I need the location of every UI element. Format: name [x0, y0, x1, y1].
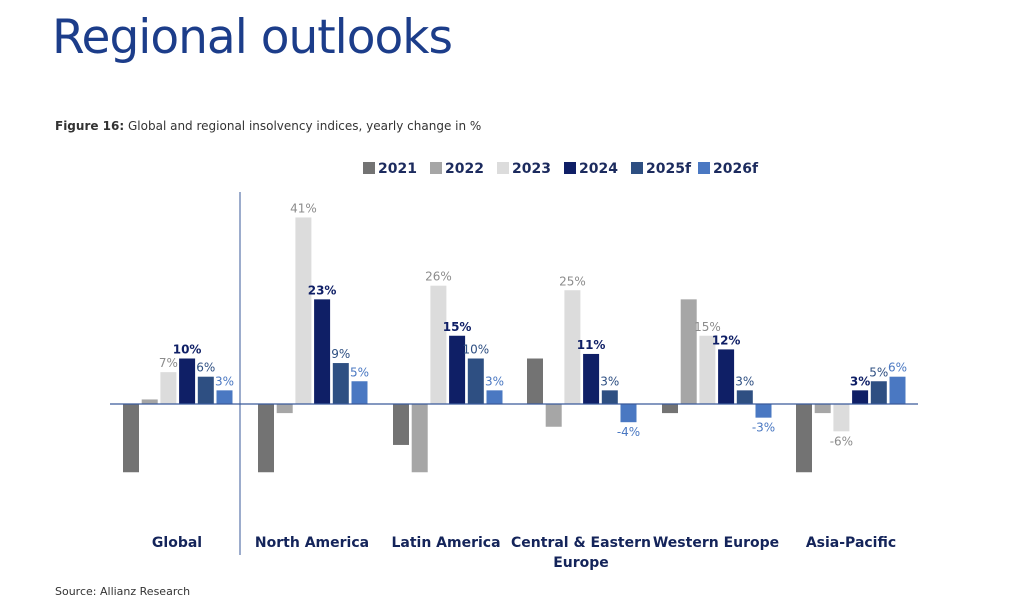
- data-label-2023-1: 41%: [290, 201, 317, 215]
- bar-2022-5: [814, 404, 831, 414]
- data-label-2026f-4: -3%: [752, 421, 775, 435]
- bar-2026f-1: [351, 381, 368, 404]
- chart-data-labels: 7%41%26% 25%15%-6%10%23%15%11% 12%3%6%9% 10…: [159, 201, 907, 448]
- data-label-2024-3: 11%: [577, 338, 606, 352]
- bar-2021-5: [796, 404, 812, 473]
- category-label-3-line1: Europe: [553, 555, 609, 571]
- data-label-2025f-5: 5%: [869, 365, 888, 379]
- data-label-2023-3: 25%: [559, 274, 586, 288]
- bar-2022-1: [276, 404, 293, 414]
- figure-caption-text: Global and regional insolvency indices, …: [124, 119, 482, 133]
- bar-2022-0: [141, 399, 158, 404]
- bar-2025f-4: [736, 390, 753, 404]
- data-label-2026f-0: 3%: [215, 374, 234, 388]
- data-label-2024-0: 10%: [173, 343, 202, 357]
- legend-swatch-2022: [430, 162, 442, 174]
- bar-2025f-3: [601, 390, 618, 404]
- legend-swatch-2026f: [698, 162, 710, 174]
- data-label-2024-1: 23%: [308, 283, 337, 297]
- bar-2024-1: [314, 299, 331, 404]
- bar-2026f-2: [486, 390, 503, 404]
- data-label-2026f-1: 5%: [350, 365, 369, 379]
- bar-2022-2: [411, 404, 428, 473]
- chart-category-labels: Global North America Latin America Central …: [152, 535, 896, 571]
- figure-caption: Figure 16: Global and regional insolvenc…: [55, 119, 481, 133]
- bar-2021-0: [123, 404, 139, 473]
- bar-2023-4: [699, 335, 716, 404]
- data-label-2025f-3: 3%: [600, 374, 619, 388]
- chart-bars: [123, 217, 906, 473]
- legend-swatch-2023: [497, 162, 509, 174]
- bar-2025f-0: [197, 376, 214, 404]
- data-label-2024-4: 12%: [712, 333, 741, 347]
- legend-swatch-2024: [564, 162, 576, 174]
- bar-2024-2: [449, 335, 466, 404]
- category-label-5: Asia-Pacific: [806, 535, 896, 551]
- bar-2026f-3: [620, 404, 637, 423]
- category-label-1: North America: [255, 535, 369, 551]
- data-label-2026f-5: 6%: [888, 361, 907, 375]
- bar-2025f-5: [870, 381, 887, 404]
- data-label-2025f-1: 9%: [331, 347, 350, 361]
- bar-2023-2: [430, 285, 447, 404]
- bar-2021-1: [258, 404, 274, 473]
- data-label-2023-2: 26%: [425, 270, 452, 284]
- source-note: Source: Allianz Research: [55, 585, 191, 598]
- data-label-2023-0: 7%: [159, 356, 178, 370]
- data-label-2023-4: 15%: [694, 320, 721, 334]
- data-label-2025f-0: 6%: [196, 361, 215, 375]
- bar-2023-3: [564, 290, 581, 404]
- category-label-2: Latin America: [391, 535, 500, 551]
- data-label-2025f-4: 3%: [735, 374, 754, 388]
- bar-2021-4: [662, 404, 678, 414]
- bar-2022-4: [680, 299, 697, 404]
- category-label-3: Central & Eastern: [511, 535, 651, 551]
- legend-label-2021: 2021: [378, 161, 417, 177]
- chart-axes: [110, 192, 918, 555]
- bar-2023-0: [160, 372, 177, 404]
- bar-2025f-1: [332, 363, 349, 404]
- legend-label-2025f: 2025f: [646, 161, 692, 177]
- data-label-2025f-2: 10%: [462, 343, 489, 357]
- chart-legend: 2021 2022 2023 2024 2025f 2026f: [363, 161, 759, 177]
- bar-2026f-4: [755, 404, 772, 418]
- category-label-4: Western Europe: [653, 535, 779, 551]
- bar-2022-3: [545, 404, 562, 427]
- bar-2026f-5: [889, 376, 906, 404]
- bar-2024-0: [179, 358, 196, 404]
- bar-2023-1: [295, 217, 312, 404]
- legend-label-2023: 2023: [512, 161, 551, 177]
- bar-2024-5: [852, 390, 869, 404]
- bar-2026f-0: [216, 390, 233, 404]
- bar-2024-4: [718, 349, 735, 404]
- data-label-2024-5: 3%: [850, 374, 870, 388]
- legend-label-2022: 2022: [445, 161, 484, 177]
- category-label-0: Global: [152, 535, 202, 551]
- legend-label-2026f: 2026f: [713, 161, 759, 177]
- page-title: Regional outlooks: [52, 10, 453, 65]
- legend-swatch-2025f: [631, 162, 643, 174]
- data-label-2026f-3: -4%: [617, 425, 640, 439]
- bar-2021-3: [527, 358, 543, 404]
- bar-2023-5: [833, 404, 850, 432]
- data-label-2023-5: -6%: [830, 434, 853, 448]
- legend-label-2024: 2024: [579, 161, 618, 177]
- bar-2025f-2: [467, 358, 484, 404]
- bar-2024-3: [583, 353, 600, 404]
- bar-2021-2: [393, 404, 409, 445]
- figure-number: Figure 16:: [55, 119, 125, 133]
- legend-swatch-2021: [363, 162, 375, 174]
- data-label-2024-2: 15%: [443, 320, 472, 334]
- data-label-2026f-2: 3%: [485, 374, 504, 388]
